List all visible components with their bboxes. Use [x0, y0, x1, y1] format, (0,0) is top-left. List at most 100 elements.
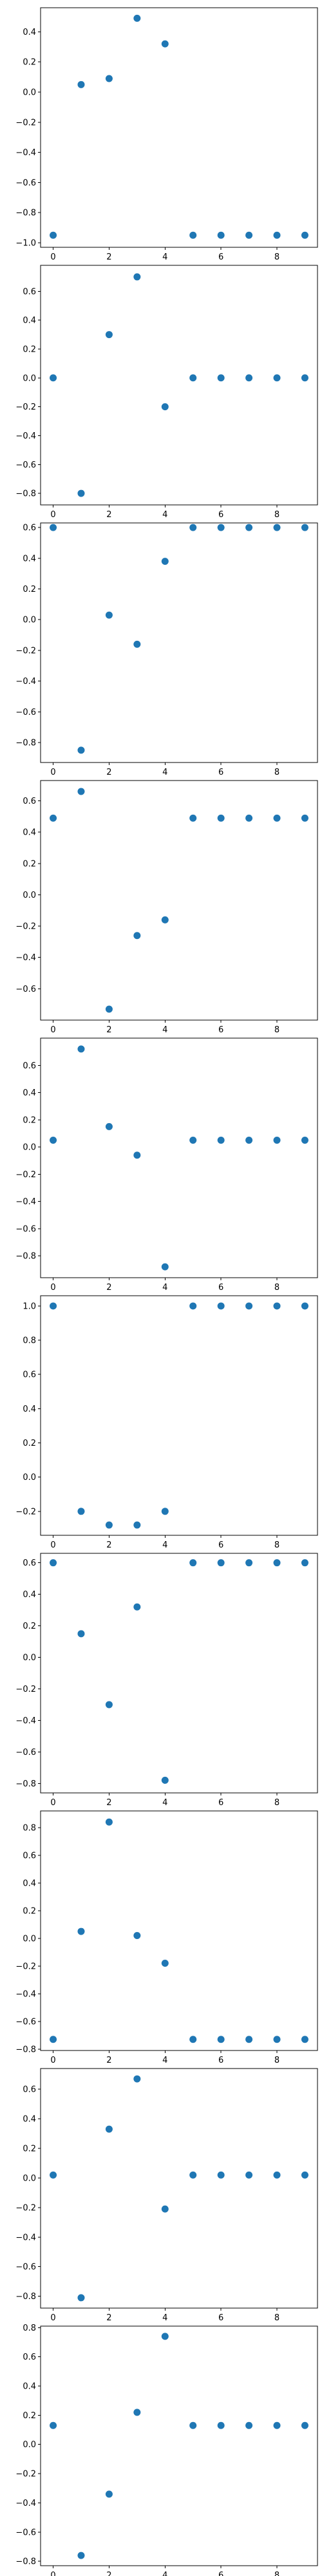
- x-tick-label: 8: [274, 2313, 279, 2323]
- data-point: [161, 403, 169, 411]
- x-tick-label: 8: [274, 252, 279, 262]
- data-point: [245, 1559, 253, 1567]
- data-point: [105, 1521, 113, 1529]
- y-tick-label: 0.0: [23, 1653, 36, 1663]
- y-tick-label: −0.8: [15, 739, 36, 748]
- y-tick-label: −0.2: [15, 1962, 36, 1971]
- data-point: [105, 1122, 113, 1130]
- y-tick-label: 0.8: [23, 1823, 36, 1833]
- x-tick-label: 8: [274, 2571, 279, 2576]
- data-point: [245, 231, 253, 239]
- data-point: [301, 2171, 308, 2179]
- y-tick-label: −0.2: [15, 118, 36, 128]
- data-point: [77, 489, 85, 497]
- data-point: [301, 1302, 308, 1310]
- data-point: [301, 231, 308, 239]
- chart-panel-1: 0 2 4 6 8 −1.0 −0.8 −0.6 −0.4 −0.2 0.0 0.2 0.4: [15, 7, 318, 262]
- data-point: [245, 2171, 253, 2179]
- data-point: [105, 1818, 113, 1826]
- data-point: [133, 640, 141, 648]
- data-point: [273, 231, 281, 239]
- x-tick-label: 6: [218, 1283, 223, 1293]
- data-point: [77, 80, 85, 88]
- axes-frame: [40, 2068, 318, 2309]
- data-point: [217, 1559, 225, 1567]
- x-tick-label: 4: [162, 768, 167, 777]
- data-point: [301, 2036, 308, 2043]
- data-point: [133, 1932, 141, 1940]
- data-point: [133, 1151, 141, 1159]
- y-tick-label: 0.2: [23, 345, 36, 354]
- data-point: [189, 2171, 197, 2179]
- data-point: [105, 1005, 113, 1013]
- data-point: [161, 1263, 169, 1271]
- y-tick-label: −0.2: [15, 922, 36, 932]
- y-tick-label: 0.0: [23, 891, 36, 900]
- y-tick-label: −0.8: [15, 209, 36, 218]
- data-point: [161, 916, 169, 923]
- y-tick-label: −0.8: [15, 2557, 36, 2567]
- x-tick-label: 8: [274, 768, 279, 777]
- data-point: [189, 374, 197, 382]
- y-tick-label: 0.2: [23, 1622, 36, 1631]
- y-tick-label: −0.6: [15, 2017, 36, 2027]
- data-point: [301, 1559, 308, 1567]
- data-point: [273, 2421, 281, 2429]
- chart-panel-10: 0 2 4 6 8 −0.8 −0.6 −0.4 −0.2 0.0 0.2 0.4 0.6 0.8: [15, 2324, 318, 2576]
- data-point: [50, 1137, 57, 1144]
- y-tick-label: 0.2: [23, 2411, 36, 2421]
- x-tick-label: 4: [162, 1025, 167, 1035]
- data-point: [77, 746, 85, 754]
- data-point: [301, 814, 308, 822]
- x-tick-label: 4: [162, 252, 167, 262]
- x-tick-label: 0: [50, 1798, 55, 1808]
- x-tick-label: 8: [274, 1025, 279, 1035]
- data-point: [245, 1137, 253, 1144]
- data-point: [189, 2036, 197, 2043]
- x-tick-label: 2: [106, 1283, 111, 1293]
- x-tick-label: 4: [162, 510, 167, 520]
- y-tick-label: 0.0: [23, 2174, 36, 2183]
- data-point: [105, 1701, 113, 1709]
- data-point: [161, 2333, 169, 2340]
- x-tick-label: 0: [50, 1025, 55, 1035]
- x-tick-label: 2: [106, 2571, 111, 2576]
- data-point: [50, 524, 57, 531]
- chart-panel-4: 0 2 4 6 8 −0.6 −0.4 −0.2 0.0 0.2 0.4 0.6: [15, 780, 318, 1035]
- data-point: [77, 1630, 85, 1638]
- y-tick-label: 0.0: [23, 1143, 36, 1153]
- y-tick-label: −0.8: [15, 2292, 36, 2302]
- data-point: [105, 331, 113, 339]
- y-tick-label: −0.6: [15, 1224, 36, 1234]
- y-tick-label: −0.6: [15, 708, 36, 717]
- y-tick-label: −0.4: [15, 2233, 36, 2242]
- chart-panel-8: 0 2 4 6 8 −0.8 −0.6 −0.4 −0.2 0.0 0.2 0.4 0.6 0.8: [15, 1810, 318, 2065]
- x-tick-label: 0: [50, 252, 55, 262]
- x-tick-label: 0: [50, 2056, 55, 2065]
- chart-panel-6: 0 2 4 6 8 −0.2 0.0 0.2 0.4 0.6 0.8 1.0: [15, 1295, 318, 1550]
- x-tick-label: 6: [218, 2056, 223, 2065]
- y-tick-label: −0.6: [15, 2262, 36, 2272]
- data-point: [301, 2421, 308, 2429]
- y-tick-label: −0.2: [15, 1507, 36, 1517]
- y-tick-label: 0.4: [23, 554, 36, 564]
- data-point: [217, 2036, 225, 2043]
- data-point: [50, 1559, 57, 1567]
- y-tick-label: 0.2: [23, 58, 36, 68]
- axes-frame: [40, 1295, 318, 1536]
- data-point: [133, 14, 141, 22]
- data-point: [189, 524, 197, 531]
- y-tick-label: 0.8: [23, 2324, 36, 2333]
- y-tick-label: 0.4: [23, 1405, 36, 1414]
- chart-panel-7: 0 2 4 6 8 −0.8 −0.6 −0.4 −0.2 0.0 0.2 0.4 0.6: [15, 1553, 318, 1808]
- y-tick-label: −0.2: [15, 1170, 36, 1180]
- x-tick-label: 2: [106, 2313, 111, 2323]
- y-tick-label: −0.4: [15, 1197, 36, 1207]
- x-tick-label: 4: [162, 2313, 167, 2323]
- data-point: [273, 2036, 281, 2043]
- data-point: [245, 374, 253, 382]
- x-tick-label: 6: [218, 768, 223, 777]
- data-point: [301, 1137, 308, 1144]
- data-point: [245, 1302, 253, 1310]
